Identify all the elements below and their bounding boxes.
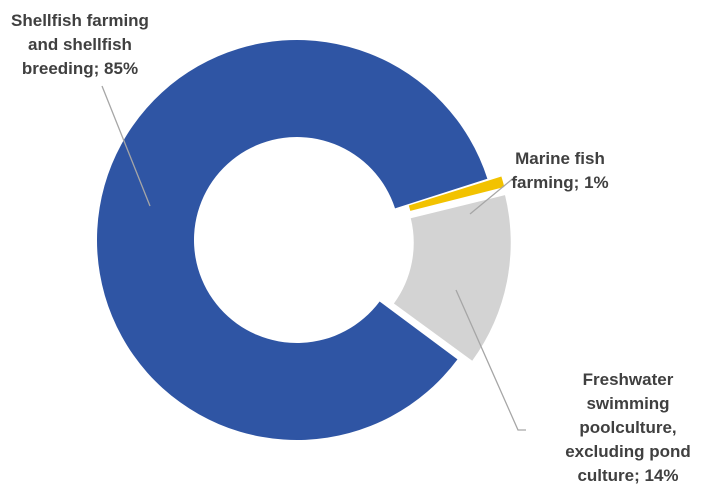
data-label-line: culture; 14% (577, 466, 678, 485)
slice-marine-fish-farming (408, 176, 505, 211)
data-label-line: Freshwater (583, 370, 674, 389)
donut-slices (97, 39, 511, 441)
slice-freshwater-swimming-poolculture-excluding-pond-culture (393, 195, 511, 361)
leader-line-shellfish-farming-and-shellfish-breeding (101, 85, 151, 207)
data-label-line: Marine fish (515, 149, 605, 168)
data-label-line: Shellfish farming (11, 11, 149, 30)
slice-shellfish-farming-and-shellfish-breeding (97, 39, 488, 441)
slice-labels: Freshwater swimming poolculture, excluding … (11, 11, 691, 485)
data-label-freshwater-swimming-poolculture-excluding-pond-culture: Freshwater swimming poolculture, excluding … (565, 370, 691, 485)
data-label-shellfish-farming-and-shellfish-breeding: Shellfish farming and shellfish breeding; … (11, 11, 149, 78)
data-label-line: farming; 1% (511, 173, 608, 192)
leader-lines (101, 85, 526, 431)
data-label-line: poolculture, (579, 418, 676, 437)
leader-line-freshwater-swimming-poolculture-excluding-pond-culture (455, 289, 526, 431)
data-label-line: breeding; 85% (22, 59, 138, 78)
data-label-line: excluding pond (565, 442, 691, 461)
data-label-marine-fish-farming: Marine fish farming; 1% (511, 149, 608, 192)
data-label-line: swimming (586, 394, 669, 413)
data-label-line: and shellfish (28, 35, 132, 54)
leader-line-marine-fish-farming (469, 175, 517, 215)
